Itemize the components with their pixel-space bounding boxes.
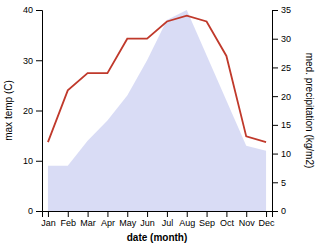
chart: Jan FebMar Apr MayJun Jul Aug Sep Oct NovDec 0 10 2… bbox=[0, 0, 318, 247]
y2-axis-title: med. precipitation (kg/m2) bbox=[304, 53, 315, 169]
tick: 40 bbox=[23, 5, 42, 15]
tick: Feb bbox=[61, 211, 77, 228]
tick-label: Jun bbox=[140, 218, 155, 228]
tick: 5 bbox=[272, 178, 286, 188]
tick: Aug bbox=[179, 211, 195, 228]
tick-mark bbox=[272, 125, 278, 126]
tick: Jul bbox=[162, 211, 174, 228]
tick-mark bbox=[88, 211, 89, 217]
tick: 30 bbox=[23, 56, 42, 66]
tick-mark bbox=[36, 161, 42, 162]
axis-line bbox=[273, 11, 279, 212]
tick: 15 bbox=[272, 120, 291, 130]
tick: 10 bbox=[23, 156, 42, 166]
axis-line bbox=[36, 11, 43, 212]
tick-mark bbox=[36, 211, 42, 212]
marks bbox=[48, 10, 266, 211]
tick-label: Jan bbox=[41, 218, 56, 228]
tick-mark bbox=[36, 111, 42, 112]
tick-mark bbox=[147, 211, 148, 217]
tick-label: 10 bbox=[23, 156, 33, 166]
tick: 30 bbox=[272, 34, 291, 44]
tick-mark bbox=[48, 211, 49, 217]
tick-label: 30 bbox=[23, 56, 33, 66]
tick-mark bbox=[272, 67, 278, 68]
tick-mark bbox=[272, 154, 278, 155]
tick: Jan bbox=[41, 211, 56, 228]
tick-mark bbox=[36, 10, 42, 11]
tick-mark bbox=[187, 211, 188, 217]
y-axis-title: max temp (C) bbox=[3, 80, 14, 141]
tick-label: May bbox=[119, 218, 137, 228]
tick: Sep bbox=[199, 211, 215, 228]
tick: May bbox=[119, 211, 137, 228]
line bbox=[48, 16, 266, 142]
tick-label: Apr bbox=[101, 218, 115, 228]
tick-mark bbox=[226, 211, 227, 217]
x-axis-title: date (month) bbox=[127, 232, 188, 243]
tick: 0 bbox=[28, 206, 42, 216]
tick-label: 15 bbox=[281, 120, 291, 130]
tick: Dec bbox=[259, 211, 276, 228]
tick: 0 bbox=[272, 206, 286, 216]
tick-mark bbox=[36, 60, 42, 61]
tick-label: Sep bbox=[199, 218, 215, 228]
tick-label: Jul bbox=[162, 218, 174, 228]
tick: 35 bbox=[272, 5, 291, 15]
tick-mark bbox=[272, 96, 278, 97]
tick-label: 30 bbox=[281, 34, 291, 44]
tick: 20 bbox=[272, 92, 291, 102]
tick-label: 20 bbox=[23, 106, 33, 116]
tick-mark bbox=[68, 211, 69, 217]
axis-line bbox=[43, 212, 273, 218]
area bbox=[48, 10, 266, 211]
x-axis: Jan FebMar Apr MayJun Jul Aug Sep Oct NovDec bbox=[41, 211, 275, 228]
tick-mark bbox=[266, 211, 267, 217]
tick: Apr bbox=[101, 211, 115, 228]
tick-label: 40 bbox=[23, 5, 33, 15]
y2-axis: 0 5 10 15 20 25 30 35 bbox=[272, 5, 291, 216]
tick-mark bbox=[272, 211, 278, 212]
tick-label: 10 bbox=[281, 149, 291, 159]
tick: Mar bbox=[80, 211, 96, 228]
tick-label: 0 bbox=[28, 206, 33, 216]
tick-mark bbox=[272, 182, 278, 183]
tick-mark bbox=[107, 211, 108, 217]
tick-label: 20 bbox=[281, 92, 291, 102]
tick-label: 0 bbox=[281, 206, 286, 216]
tick-label: Feb bbox=[61, 218, 77, 228]
tick: Nov bbox=[239, 211, 256, 228]
plot: Jan FebMar Apr MayJun Jul Aug Sep Oct NovDec 0 10 2… bbox=[3, 5, 315, 243]
tick: 10 bbox=[272, 149, 291, 159]
tick: 25 bbox=[272, 63, 291, 73]
tick-label: Mar bbox=[80, 218, 96, 228]
tick: Jun bbox=[140, 211, 155, 228]
tick-mark bbox=[207, 211, 208, 217]
tick: Oct bbox=[220, 211, 235, 228]
tick-label: 35 bbox=[281, 5, 291, 15]
tick-label: 5 bbox=[281, 178, 286, 188]
tick: 20 bbox=[23, 106, 42, 116]
tick-label: Nov bbox=[239, 218, 256, 228]
tick-label: Aug bbox=[179, 218, 195, 228]
y-axis: 0 10 20 30 40 bbox=[23, 5, 43, 216]
tick-mark bbox=[127, 211, 128, 217]
tick-mark bbox=[167, 211, 168, 217]
tick-mark bbox=[272, 10, 278, 11]
tick-mark bbox=[246, 211, 247, 217]
tick-label: Oct bbox=[220, 218, 235, 228]
tick-mark bbox=[272, 39, 278, 40]
tick-label: 25 bbox=[281, 63, 291, 73]
tick-label: Dec bbox=[259, 218, 276, 228]
